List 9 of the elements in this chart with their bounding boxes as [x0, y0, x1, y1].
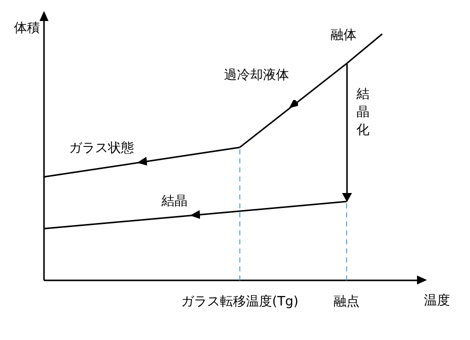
- annotation: 結晶化: [356, 86, 370, 138]
- x-tick-label: ガラス転移温度(Tg): [181, 294, 298, 310]
- x-axis-title: 温度: [424, 292, 450, 308]
- series-label: ガラス状態: [68, 141, 134, 156]
- series-label: 結晶: [160, 194, 188, 210]
- y-axis-title: 体積: [14, 20, 40, 36]
- series-label: 融体: [330, 28, 356, 43]
- x-tick-label: 融点: [334, 294, 360, 310]
- annotation: 過冷却液体: [224, 68, 290, 83]
